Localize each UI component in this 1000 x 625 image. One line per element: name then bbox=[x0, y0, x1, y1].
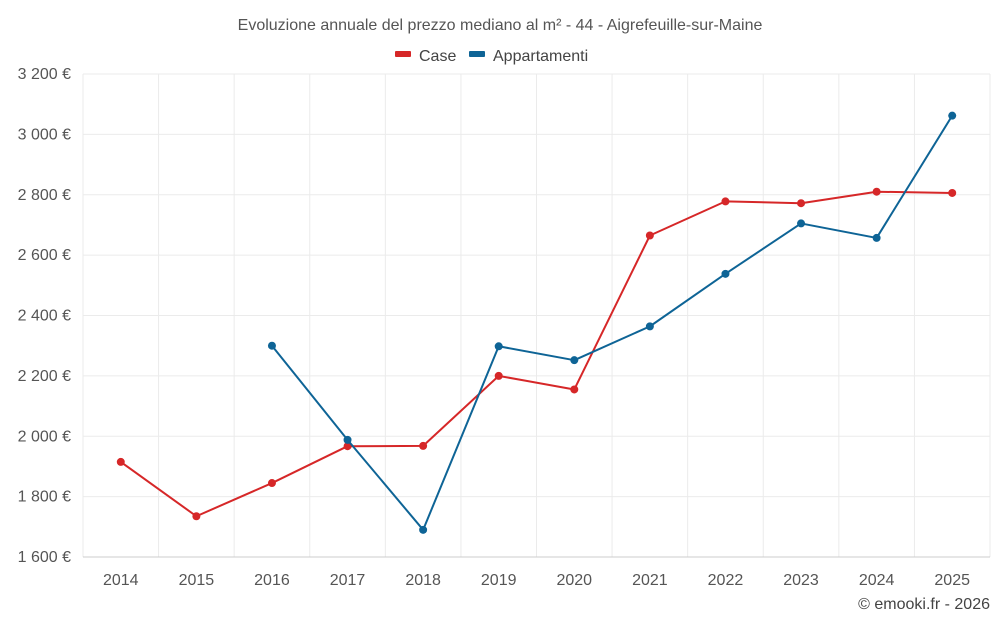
data-point-appartamenti-2024[interactable] bbox=[872, 233, 881, 242]
x-tick-label: 2014 bbox=[103, 572, 139, 589]
x-tick-label: 2016 bbox=[254, 572, 290, 589]
grid bbox=[82, 73, 991, 557]
y-tick-label: 2 800 € bbox=[18, 187, 71, 204]
data-point-appartamenti-2022[interactable] bbox=[721, 269, 730, 278]
y-tick-label: 1 800 € bbox=[18, 489, 71, 506]
legend-label-case: Case bbox=[419, 48, 456, 65]
x-tick-label: 2021 bbox=[632, 572, 668, 589]
data-point-case-2025[interactable] bbox=[948, 188, 957, 197]
x-tick-label: 2025 bbox=[934, 572, 970, 589]
data-point-case-2024[interactable] bbox=[872, 187, 881, 196]
series-appartamenti bbox=[267, 111, 957, 534]
axes: 1 600 € 1 800 € 2 000 € 2 200 € 2 400 € 2 600… bbox=[18, 66, 990, 589]
x-tick-label: 2018 bbox=[405, 572, 441, 589]
data-point-case-2014[interactable] bbox=[116, 457, 125, 466]
legend: Case Appartamenti bbox=[395, 48, 588, 65]
data-point-case-2019[interactable] bbox=[494, 371, 503, 380]
x-tick-label: 2022 bbox=[708, 572, 744, 589]
data-point-appartamenti-2021[interactable] bbox=[645, 322, 654, 331]
series-line-case bbox=[119, 190, 954, 518]
data-point-appartamenti-2020[interactable] bbox=[570, 356, 579, 365]
data-point-appartamenti-2023[interactable] bbox=[797, 219, 806, 228]
x-tick-label: 2015 bbox=[179, 572, 215, 589]
x-tick-label: 2024 bbox=[859, 572, 895, 589]
x-tick-label: 2019 bbox=[481, 572, 517, 589]
data-point-appartamenti-2019[interactable] bbox=[494, 342, 503, 351]
x-tick-label: 2017 bbox=[330, 572, 366, 589]
legend-swatch-appartamenti bbox=[469, 51, 485, 57]
data-point-case-2017[interactable] bbox=[343, 442, 352, 451]
data-point-case-2015[interactable] bbox=[192, 512, 201, 521]
data-point-case-2022[interactable] bbox=[721, 197, 730, 206]
chart-credit: © emooki.fr - 2026 bbox=[858, 596, 990, 613]
y-tick-label: 2 200 € bbox=[18, 368, 71, 385]
data-point-appartamenti-2017[interactable] bbox=[343, 435, 352, 444]
data-point-appartamenti-2016[interactable] bbox=[267, 341, 276, 350]
series-case bbox=[116, 187, 957, 521]
data-point-case-2018[interactable] bbox=[419, 441, 428, 450]
data-point-appartamenti-2025[interactable] bbox=[948, 111, 957, 120]
y-tick-label: 2 400 € bbox=[18, 308, 71, 325]
legend-item-appartamenti[interactable]: Appartamenti bbox=[469, 48, 588, 65]
data-point-case-2021[interactable] bbox=[645, 231, 654, 240]
y-tick-label: 2 000 € bbox=[18, 428, 71, 445]
series-line-appartamenti bbox=[270, 114, 954, 531]
data-point-case-2020[interactable] bbox=[570, 385, 579, 394]
chart-title: Evoluzione annuale del prezzo mediano al… bbox=[238, 17, 763, 34]
legend-item-case[interactable]: Case bbox=[395, 48, 456, 65]
y-tick-label: 1 600 € bbox=[18, 549, 71, 566]
x-tick-label: 2020 bbox=[556, 572, 592, 589]
y-tick-label: 3 200 € bbox=[18, 66, 71, 83]
data-point-case-2023[interactable] bbox=[797, 199, 806, 208]
series bbox=[116, 111, 957, 534]
y-tick-label: 3 000 € bbox=[18, 126, 71, 143]
data-point-case-2016[interactable] bbox=[267, 479, 276, 488]
data-point-appartamenti-2018[interactable] bbox=[419, 525, 428, 534]
legend-label-appartamenti: Appartamenti bbox=[493, 48, 588, 65]
y-tick-label: 2 600 € bbox=[18, 247, 71, 264]
legend-swatch-case bbox=[395, 51, 411, 57]
x-tick-label: 2023 bbox=[783, 572, 819, 589]
